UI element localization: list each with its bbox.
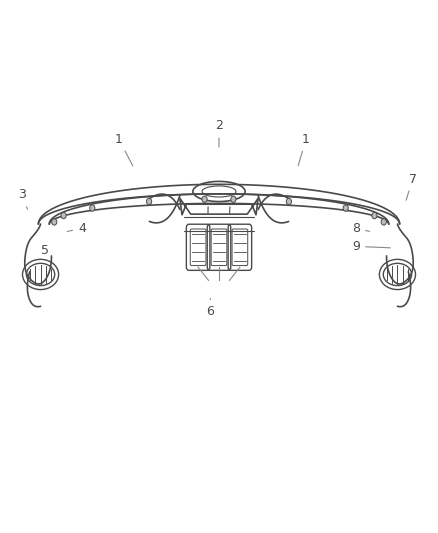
- Circle shape: [202, 196, 207, 203]
- Text: 2: 2: [215, 119, 223, 147]
- Text: 9: 9: [352, 240, 390, 253]
- Circle shape: [61, 212, 66, 219]
- Text: 1: 1: [298, 133, 310, 166]
- Circle shape: [146, 198, 152, 205]
- Circle shape: [231, 196, 236, 203]
- Circle shape: [286, 198, 292, 205]
- Text: 8: 8: [352, 222, 370, 235]
- Circle shape: [52, 219, 57, 225]
- Circle shape: [90, 205, 95, 211]
- Circle shape: [381, 219, 386, 225]
- Text: 6: 6: [206, 298, 214, 318]
- Circle shape: [372, 212, 377, 219]
- Circle shape: [343, 205, 348, 211]
- Text: 3: 3: [18, 189, 28, 209]
- Text: 7: 7: [406, 173, 417, 200]
- Text: 4: 4: [67, 222, 86, 235]
- Text: 1: 1: [115, 133, 133, 166]
- Text: 5: 5: [41, 244, 49, 257]
